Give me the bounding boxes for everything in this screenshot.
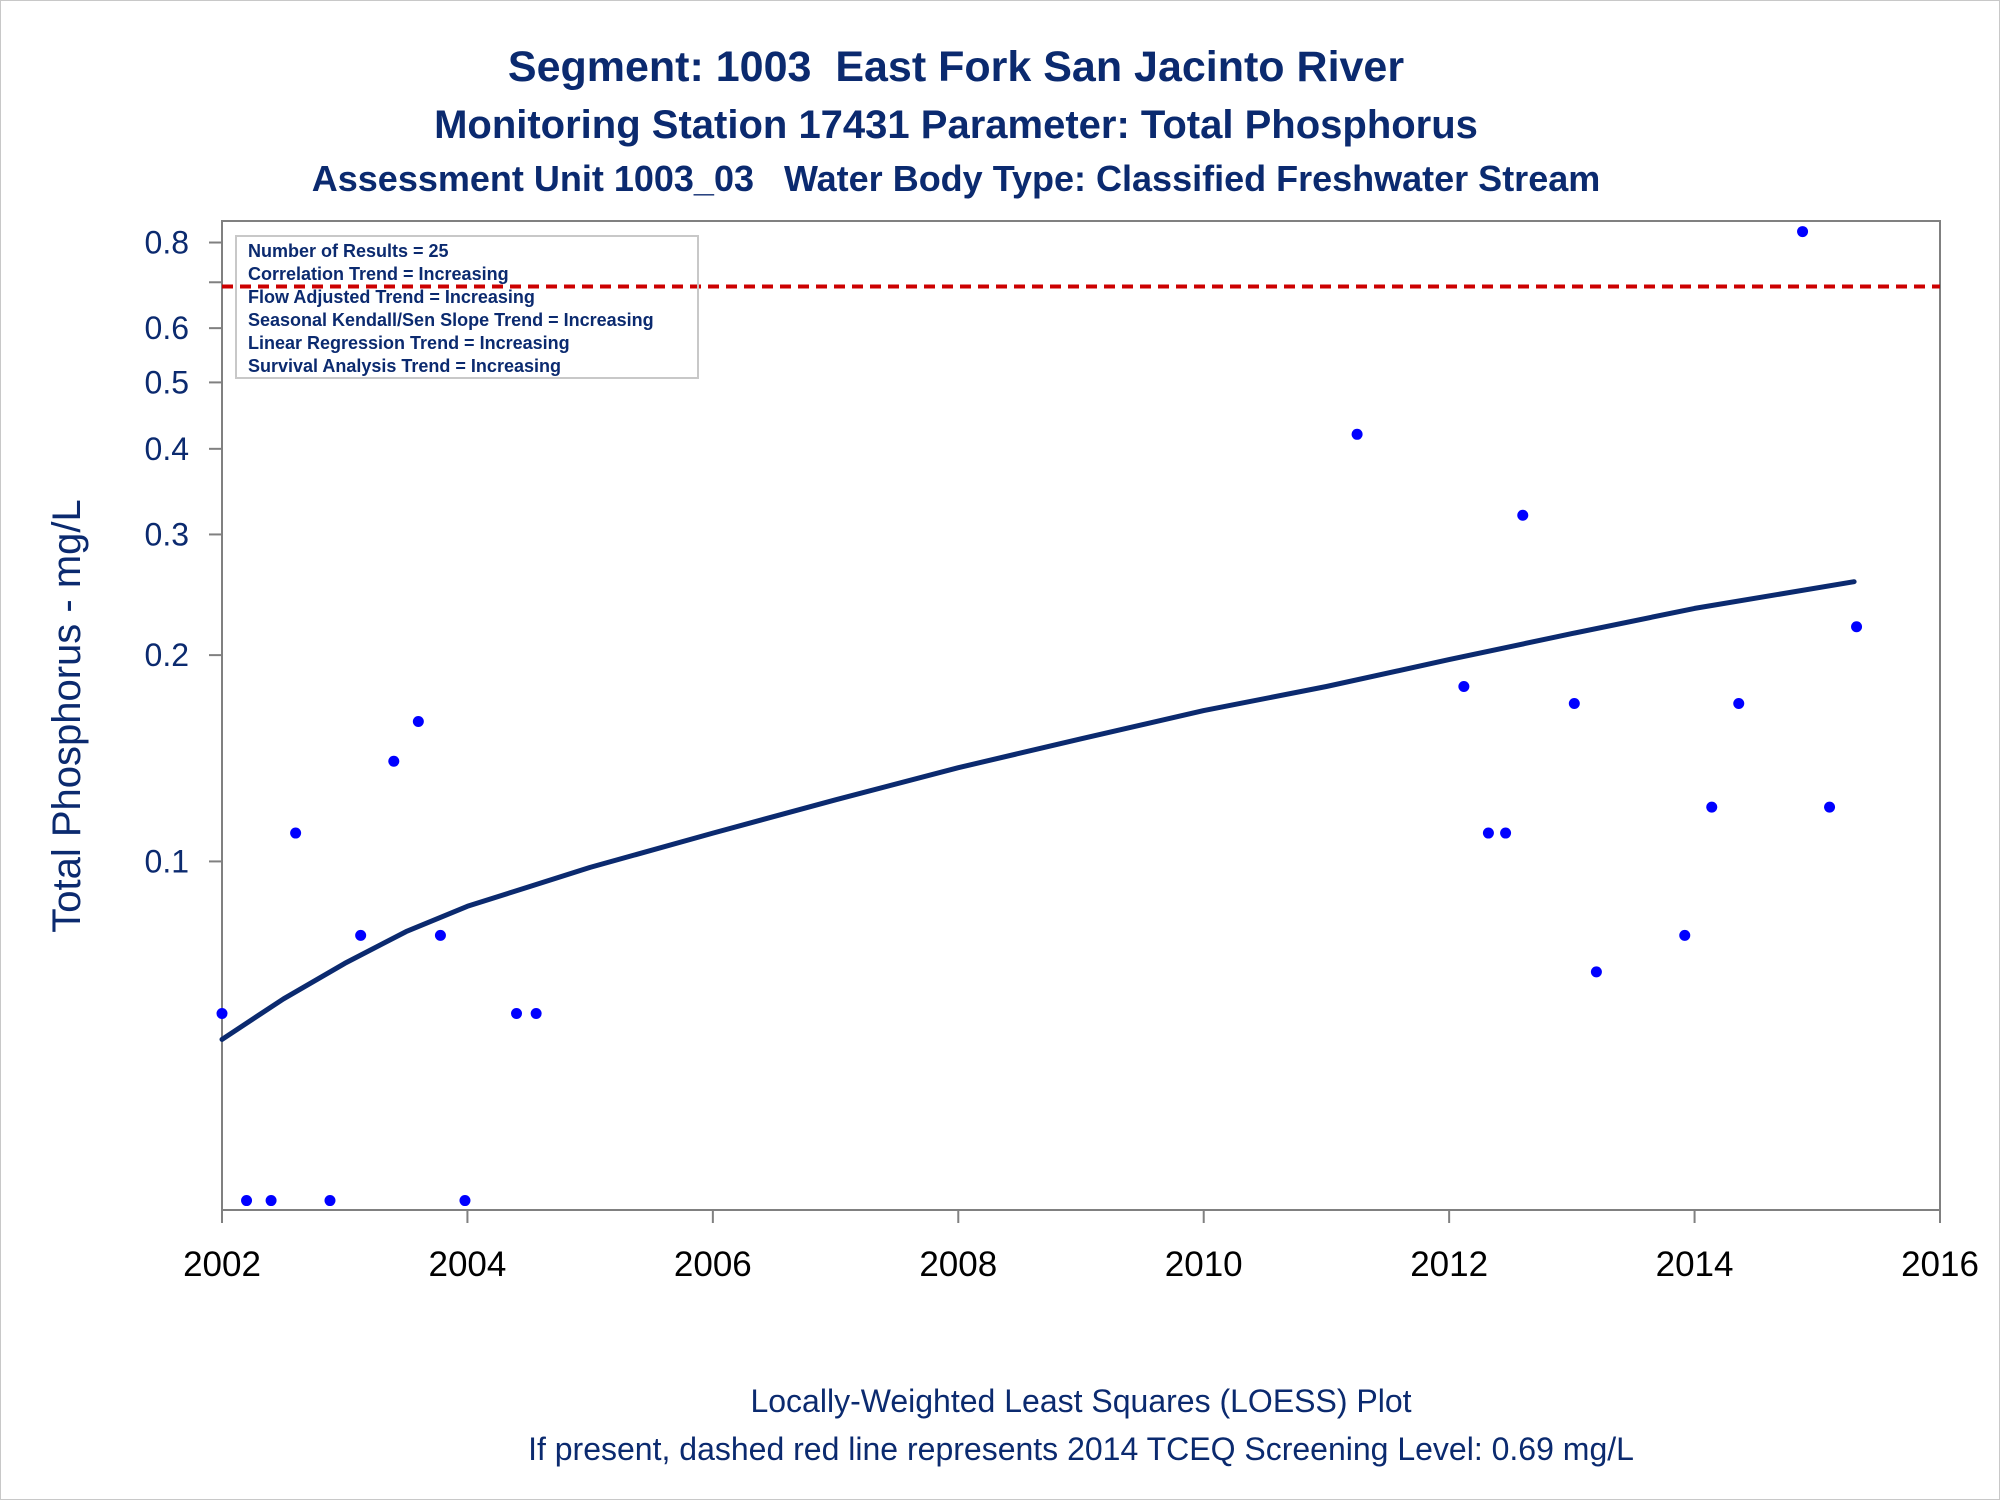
data-point — [459, 1195, 471, 1207]
data-point — [324, 1195, 336, 1207]
data-point — [355, 929, 367, 941]
loess-curve — [219, 579, 1857, 1042]
data-point — [1568, 697, 1580, 709]
data-point — [412, 716, 424, 728]
x-tick-label: 2014 — [1656, 1245, 1734, 1284]
footnote-2: If present, dashed red line represents 2… — [528, 1431, 1634, 1467]
data-point — [1590, 966, 1602, 978]
data-point — [434, 929, 446, 941]
data-point — [1851, 621, 1863, 633]
data-point — [241, 1195, 253, 1207]
x-tick-label: 2016 — [1901, 1245, 1979, 1284]
data-point — [511, 1007, 523, 1019]
y-tick-label: 0.1 — [145, 843, 189, 879]
x-axis: 2002 2004 2006 2008 2010 2012 2014 2016 — [183, 1210, 1979, 1284]
plot-area — [221, 220, 1941, 1211]
data-point — [1797, 226, 1809, 238]
y-tick-label: 0.8 — [145, 225, 189, 261]
data-point — [216, 1007, 228, 1019]
chart-title: Segment: 1003 East Fork San Jacinto Rive… — [508, 43, 1404, 91]
x-tick-label: 2006 — [674, 1245, 752, 1284]
chart-subtitle-2: Assessment Unit 1003_03 Water Body Type:… — [312, 158, 1601, 199]
x-tick-label: 2012 — [1410, 1245, 1488, 1284]
y-tick-label: 0.6 — [145, 310, 189, 346]
data-point — [1500, 827, 1512, 839]
data-point — [1351, 428, 1363, 440]
stats-line: Flow Adjusted Trend = Increasing — [248, 287, 535, 307]
data-point — [388, 755, 400, 767]
data-point — [530, 1007, 542, 1019]
data-point — [290, 827, 302, 839]
data-point — [1824, 801, 1836, 813]
stats-line: Linear Regression Trend = Increasing — [248, 333, 570, 353]
y-tick-label: 0.5 — [145, 364, 189, 400]
data-point — [1679, 929, 1691, 941]
trend-stats-box: Number of Results = 25 Correlation Trend … — [235, 235, 699, 379]
chart-subtitle: Monitoring Station 17431 Parameter: Tota… — [434, 103, 1478, 147]
y-axis-label: Total Phosphorus - mg/L — [45, 499, 89, 933]
stats-line: Seasonal Kendall/Sen Slope Trend = Incre… — [248, 310, 654, 330]
data-point — [1458, 680, 1470, 692]
x-tick-label: 2002 — [183, 1245, 261, 1284]
stats-line: Number of Results = 25 — [248, 241, 449, 261]
x-tick-label: 2010 — [1165, 1245, 1243, 1284]
data-point — [1733, 697, 1745, 709]
stats-box-frame — [235, 235, 699, 379]
stats-line: Survival Analysis Trend = Increasing — [248, 356, 561, 376]
y-axis: 0.1 0.2 0.3 0.4 0.5 0.6 0.8 — [145, 225, 222, 879]
x-tick-label: 2008 — [919, 1245, 997, 1284]
footnote-1: Locally-Weighted Least Squares (LOESS) P… — [750, 1383, 1411, 1419]
y-tick-label: 0.3 — [145, 516, 189, 552]
x-tick-label: 2004 — [428, 1245, 506, 1284]
loess-layer — [219, 579, 1857, 1042]
data-point — [265, 1195, 277, 1207]
data-points — [216, 226, 1863, 1207]
y-tick-label: 0.2 — [145, 637, 189, 673]
data-point — [1706, 801, 1718, 813]
plot-frame — [221, 220, 1941, 1211]
stats-line: Correlation Trend = Increasing — [248, 264, 509, 284]
y-tick-label: 0.4 — [145, 431, 189, 467]
data-point — [1482, 827, 1494, 839]
data-point — [1517, 509, 1529, 521]
